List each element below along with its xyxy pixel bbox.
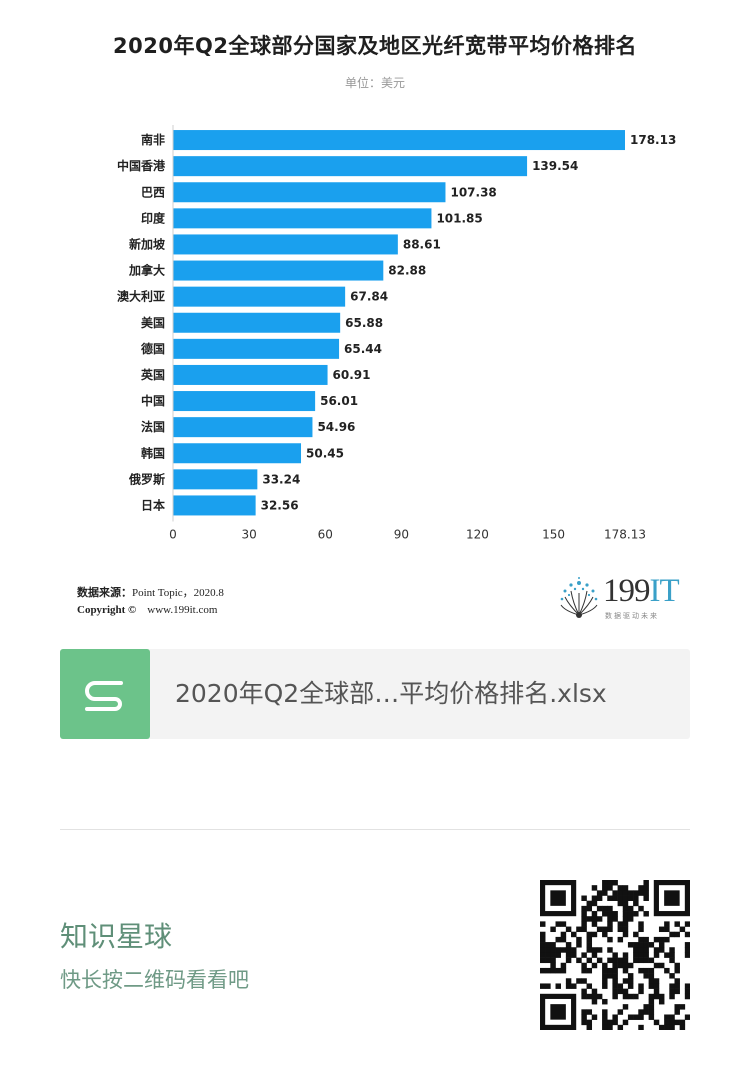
data-label: 50.45	[306, 446, 344, 460]
bar	[173, 234, 398, 255]
source-label: 数据来源：	[77, 587, 132, 599]
category-label: 加拿大	[128, 263, 165, 278]
data-label: 56.01	[320, 394, 358, 408]
x-tick-label: 178.13	[604, 528, 646, 541]
data-label: 82.88	[388, 264, 426, 278]
copyright-line: Copyright © www.199it.com	[77, 604, 217, 616]
data-label: 32.56	[261, 498, 299, 512]
promo-subtitle: 快长按二维码看看吧	[60, 968, 249, 992]
source-line: 数据来源：Point Topic，2020.8	[77, 584, 224, 600]
logo-tagline: 数据驱动未来	[605, 612, 659, 620]
promo-title: 知识星球	[60, 920, 173, 953]
category-label: 德国	[141, 341, 165, 356]
x-tick-label: 60	[318, 528, 333, 541]
file-name: 2020年Q2全球部…平均价格排名.xlsx	[175, 679, 607, 708]
dandelion-icon	[560, 577, 598, 618]
x-tick-label: 120	[466, 528, 489, 541]
category-label: 印度	[141, 210, 166, 225]
bar-chart: 南非 178.13 中国香港 139.54 巴西 107.38 印度 101.85 新加坡 88.…	[117, 125, 676, 541]
category-label: 巴西	[141, 185, 165, 199]
category-label: 美国	[141, 315, 165, 330]
data-label: 65.44	[344, 342, 382, 356]
category-label: 日本	[141, 497, 165, 512]
copyright-label: Copyright ©	[77, 604, 137, 616]
x-tick-label: 30	[241, 528, 256, 541]
divider	[60, 829, 690, 830]
data-label: 107.38	[450, 185, 496, 199]
bar	[173, 338, 340, 359]
x-tick-label: 150	[542, 528, 565, 541]
file-attachment-card[interactable]: 2020年Q2全球部…平均价格排名.xlsx	[60, 649, 690, 739]
copyright-url: www.199it.com	[147, 604, 218, 616]
spreadsheet-s-icon	[60, 649, 150, 739]
data-label: 65.88	[345, 316, 383, 330]
bar	[173, 312, 341, 333]
data-label: 67.84	[350, 290, 388, 304]
data-label: 178.13	[630, 133, 676, 147]
category-label: 韩国	[141, 445, 165, 460]
bar	[173, 495, 256, 516]
bar	[173, 443, 302, 464]
category-label: 新加坡	[129, 236, 166, 251]
data-label: 101.85	[436, 211, 482, 225]
category-label: 俄罗斯	[128, 471, 165, 486]
data-label: 88.61	[403, 237, 441, 251]
chart-title: 2020年Q2全球部分国家及地区光纤宽带平均价格排名	[113, 34, 637, 58]
bar	[173, 156, 528, 177]
logo-wordmark: 199IT	[603, 573, 680, 609]
bar	[173, 182, 446, 203]
bar	[173, 417, 313, 438]
chart-unit: 单位：美元	[344, 76, 405, 90]
category-label: 法国	[141, 419, 165, 434]
qr-code-icon[interactable]	[540, 880, 690, 1030]
bar	[173, 286, 346, 307]
category-label: 中国香港	[117, 158, 166, 173]
category-label: 中国	[141, 393, 165, 408]
data-label: 33.24	[262, 472, 300, 486]
data-label: 139.54	[532, 159, 578, 173]
category-label: 英国	[141, 367, 165, 382]
category-label: 澳大利亚	[117, 289, 165, 304]
bar	[173, 130, 625, 151]
source-value: Point Topic，2020.8	[132, 587, 224, 599]
bar	[173, 391, 316, 412]
bar	[173, 208, 432, 229]
bar	[173, 469, 258, 490]
brand-logo: 199IT 数据驱动未来	[555, 573, 695, 625]
x-tick-label: 90	[394, 528, 409, 541]
data-label: 54.96	[317, 420, 355, 434]
category-label: 南非	[141, 132, 165, 147]
bar	[173, 260, 384, 281]
x-tick-label: 0	[169, 528, 177, 541]
data-label: 60.91	[333, 368, 371, 382]
bar	[173, 364, 328, 385]
